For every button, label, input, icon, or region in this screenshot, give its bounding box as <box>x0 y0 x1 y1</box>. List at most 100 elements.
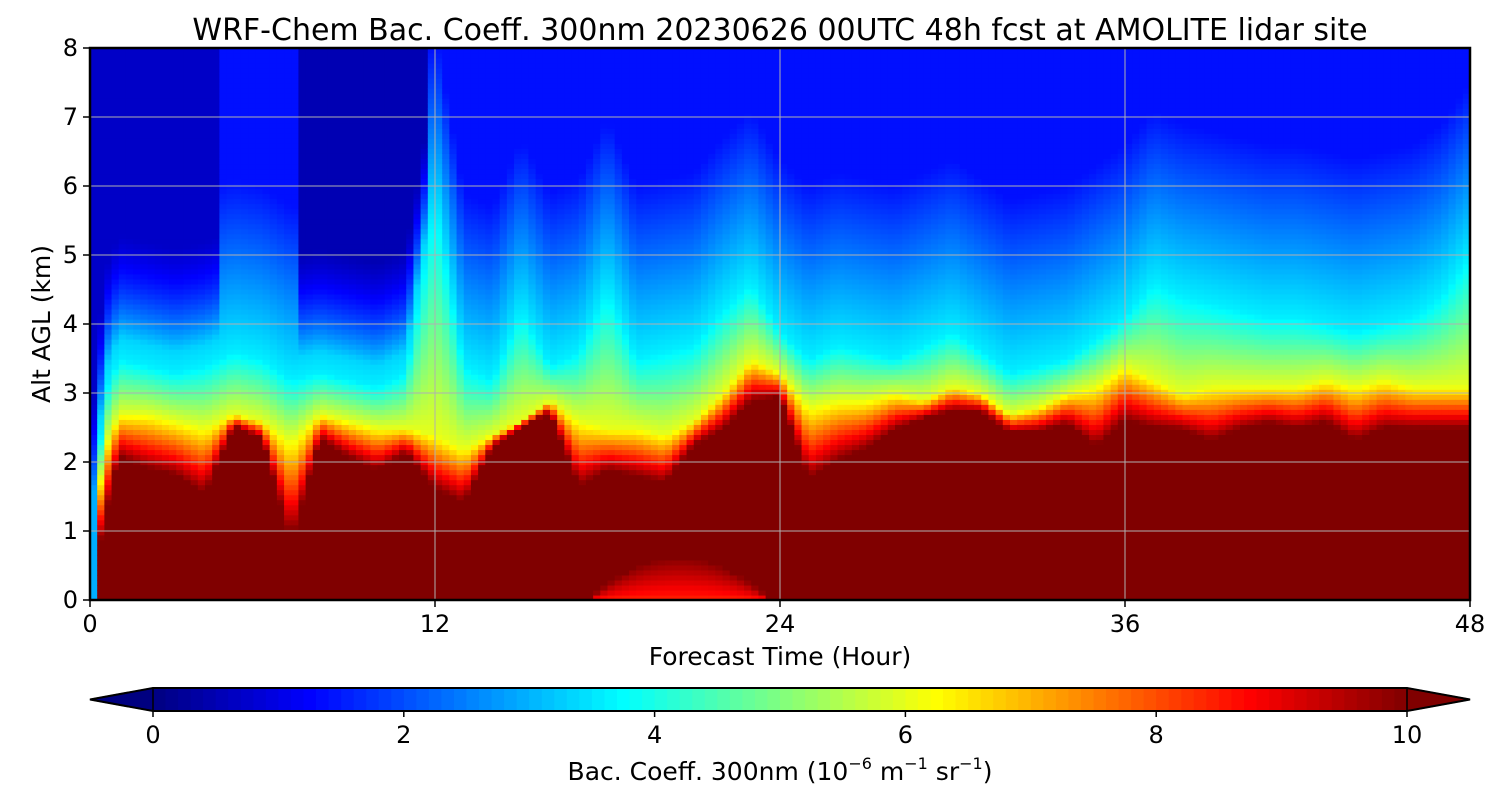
heatmap-cell <box>140 318 149 325</box>
heatmap-cell <box>341 379 350 385</box>
heatmap-cell <box>248 524 256 531</box>
heatmap-cell <box>298 133 307 139</box>
heatmap-cell <box>118 143 127 149</box>
heatmap-cell <box>125 429 134 435</box>
heatmap-cell <box>355 98 364 104</box>
heatmap-cell <box>399 203 407 210</box>
heatmap-cell <box>262 344 271 350</box>
heatmap-cell <box>355 324 364 330</box>
heatmap-cell <box>370 479 379 486</box>
heatmap-cell <box>406 429 415 435</box>
heatmap-cell <box>341 123 350 129</box>
heatmap-cell <box>154 344 163 350</box>
heatmap-cell <box>399 193 407 200</box>
heatmap-cell <box>384 404 393 410</box>
heatmap-cell <box>104 509 113 516</box>
heatmap-cell <box>298 318 307 325</box>
heatmap-cell <box>97 203 105 210</box>
heatmap-cell <box>140 113 149 119</box>
heatmap-cell <box>147 434 156 441</box>
heatmap-cell <box>298 268 307 275</box>
heatmap-cell <box>291 113 300 119</box>
heatmap-cell <box>240 334 249 340</box>
heatmap-cell <box>399 133 407 139</box>
heatmap-cell <box>384 334 393 340</box>
heatmap-cell <box>176 519 185 526</box>
heatmap-cell <box>212 263 220 270</box>
heatmap-cell <box>384 509 393 516</box>
heatmap-cell <box>269 324 278 330</box>
heatmap-cell <box>399 178 407 185</box>
heatmap-cell <box>377 108 386 114</box>
heatmap-cell <box>104 208 113 215</box>
heatmap-cell <box>262 424 271 430</box>
heatmap-cell <box>111 494 120 501</box>
heatmap-cell <box>334 444 343 451</box>
heatmap-cell <box>240 549 249 556</box>
heatmap-cell <box>355 329 364 335</box>
heatmap-cell <box>219 98 228 104</box>
heatmap-cell <box>190 298 199 305</box>
heatmap-cell <box>262 564 271 571</box>
heatmap-cell <box>341 63 350 69</box>
heatmap-cell <box>355 584 364 591</box>
heatmap-cell <box>104 584 113 591</box>
heatmap-cell <box>262 143 271 149</box>
heatmap-cell <box>334 218 343 225</box>
heatmap-cell <box>118 494 127 501</box>
heatmap-cell <box>226 469 235 476</box>
heatmap-cell <box>140 63 149 69</box>
heatmap-cell <box>327 143 335 149</box>
heatmap-cell <box>190 464 199 471</box>
heatmap-cell <box>233 499 242 506</box>
heatmap-cell <box>197 263 206 270</box>
heatmap-cell <box>248 384 256 390</box>
heatmap-cell <box>176 344 185 350</box>
heatmap-cell <box>183 293 192 300</box>
heatmap-cell <box>219 449 228 456</box>
heatmap-cell <box>133 318 141 325</box>
heatmap-cell <box>255 419 264 425</box>
heatmap-cell <box>190 223 199 230</box>
heatmap-cell <box>370 409 379 415</box>
heatmap-cell <box>284 203 292 210</box>
heatmap-cell <box>197 419 206 425</box>
heatmap-cell <box>269 334 278 340</box>
heatmap-cell <box>291 399 300 405</box>
heatmap-cell <box>348 193 357 200</box>
heatmap-cell <box>355 238 364 245</box>
heatmap-cell <box>233 474 242 481</box>
heatmap-cell <box>305 479 314 486</box>
heatmap-cell <box>97 544 105 551</box>
heatmap-cell <box>327 213 335 220</box>
heatmap-cell <box>161 68 170 74</box>
heatmap-cell <box>111 344 120 350</box>
heatmap-cell <box>240 529 249 536</box>
heatmap-cell <box>406 298 415 305</box>
heatmap-cell <box>291 143 300 149</box>
heatmap-cell <box>363 293 371 300</box>
heatmap-cell <box>212 158 220 165</box>
heatmap-cell <box>327 469 335 476</box>
heatmap-cell <box>312 504 321 511</box>
heatmap-cell <box>90 188 98 195</box>
heatmap-cell <box>248 138 256 144</box>
heatmap-cell <box>176 118 185 124</box>
heatmap-cell <box>384 308 393 315</box>
heatmap-cell <box>269 569 278 576</box>
heatmap-cell <box>334 404 343 410</box>
heatmap-cell <box>276 68 285 74</box>
heatmap-cell <box>111 98 120 104</box>
heatmap-cell <box>248 218 256 225</box>
heatmap-cell <box>240 53 249 59</box>
heatmap-cell <box>104 414 113 420</box>
heatmap-cell <box>140 434 149 441</box>
heatmap-cell <box>176 108 185 114</box>
heatmap-cell <box>269 213 278 220</box>
heatmap-cell <box>298 248 307 255</box>
heatmap-cell <box>147 489 156 496</box>
heatmap-cell <box>90 58 98 64</box>
heatmap-cell <box>111 479 120 486</box>
chart-title: WRF-Chem Bac. Coeff. 300nm 20230626 00UT… <box>192 13 1367 48</box>
heatmap-cell <box>341 564 350 571</box>
